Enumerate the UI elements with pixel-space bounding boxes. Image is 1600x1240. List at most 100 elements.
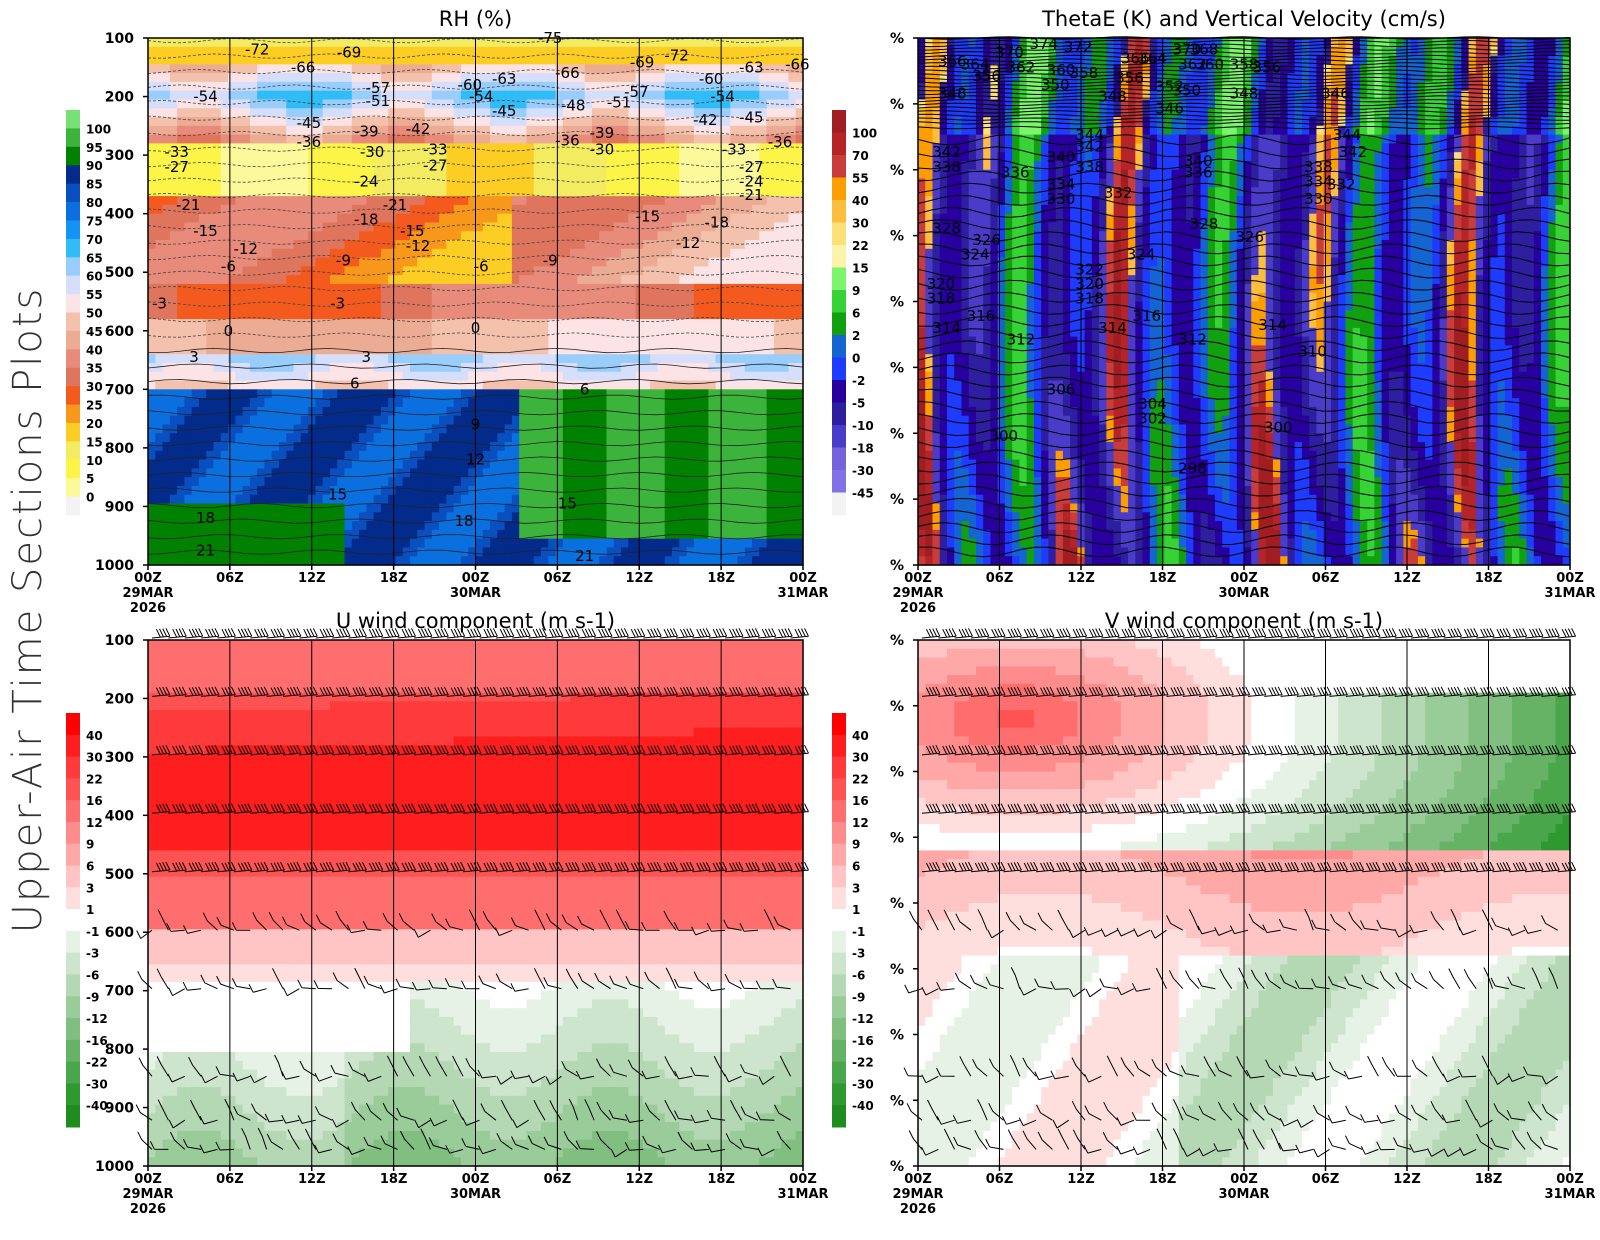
contour-cell bbox=[374, 284, 382, 293]
contour-cell bbox=[563, 310, 571, 319]
contour-cell bbox=[505, 442, 513, 451]
contour-cell bbox=[243, 354, 251, 363]
contour-cell bbox=[694, 99, 702, 108]
contour-cell bbox=[759, 222, 767, 231]
contour-cell bbox=[534, 170, 542, 179]
contour-cell bbox=[541, 152, 549, 161]
contour-cell bbox=[599, 275, 607, 284]
contour-cell bbox=[425, 442, 433, 451]
contour-cell bbox=[417, 258, 425, 267]
contour-cell bbox=[439, 495, 447, 504]
contour-cell bbox=[235, 56, 243, 65]
contour-cell bbox=[425, 337, 433, 346]
contour-cell bbox=[301, 337, 309, 346]
contour-cell bbox=[381, 512, 389, 521]
contour-cell bbox=[330, 214, 338, 223]
contour-cell bbox=[607, 222, 615, 231]
contour-cell bbox=[432, 73, 440, 82]
contour-cell bbox=[526, 416, 534, 425]
contour-cell bbox=[366, 433, 374, 442]
contour-cell bbox=[250, 416, 258, 425]
contour-cell bbox=[723, 302, 731, 311]
contour-cell bbox=[257, 143, 265, 152]
contour-cell bbox=[483, 152, 491, 161]
contour-cell bbox=[716, 477, 724, 486]
contour-cell bbox=[432, 354, 440, 363]
contour-cell bbox=[490, 258, 498, 267]
contour-cell bbox=[505, 319, 513, 328]
contour-cell bbox=[315, 451, 323, 460]
panel-rh: -72-66-69-54-45-36-57-51-39 -42-60 -63-54-… bbox=[66, 7, 829, 616]
contour-cell bbox=[395, 64, 403, 73]
contour-cell bbox=[395, 407, 403, 416]
contour-cell bbox=[345, 319, 353, 328]
contour-cell bbox=[286, 275, 294, 284]
contour-cell bbox=[628, 363, 636, 372]
contour-cell bbox=[672, 284, 680, 293]
contour-cell bbox=[657, 372, 665, 381]
contour-cell bbox=[410, 82, 418, 91]
contour-cell bbox=[526, 152, 534, 161]
contour-cell bbox=[628, 442, 636, 451]
contour-cell bbox=[738, 354, 746, 363]
contour-cell bbox=[563, 319, 571, 328]
contour-cell bbox=[643, 433, 651, 442]
contour-cell bbox=[425, 258, 433, 267]
contour-cell bbox=[614, 302, 622, 311]
contour-cell bbox=[716, 407, 724, 416]
contour-cell bbox=[476, 477, 484, 486]
contour-cell bbox=[155, 486, 163, 495]
contour-cell bbox=[264, 240, 272, 249]
contour-cell bbox=[490, 416, 498, 425]
contour-cell bbox=[235, 416, 243, 425]
contour-cell bbox=[148, 451, 156, 460]
contour-cell bbox=[199, 460, 207, 469]
contour-cell bbox=[235, 170, 243, 179]
contour-cell bbox=[483, 495, 491, 504]
contour-cell bbox=[577, 354, 585, 363]
contour-cell bbox=[694, 451, 702, 460]
contour-cell bbox=[672, 82, 680, 91]
contour-cell bbox=[403, 442, 411, 451]
contour-cell bbox=[155, 249, 163, 258]
contour-cell bbox=[592, 170, 600, 179]
contour-cell bbox=[323, 460, 331, 469]
contour-cell bbox=[177, 47, 185, 56]
contour-cell bbox=[643, 126, 651, 135]
contour-cell bbox=[672, 293, 680, 302]
contour-cell bbox=[410, 310, 418, 319]
contour-cell bbox=[519, 152, 527, 161]
contour-cell bbox=[687, 460, 695, 469]
contour-cell bbox=[468, 284, 476, 293]
contour-cell bbox=[752, 82, 760, 91]
contour-cell bbox=[577, 275, 585, 284]
contour-cell bbox=[345, 521, 353, 530]
contour-cell bbox=[614, 240, 622, 249]
contour-cell bbox=[439, 82, 447, 91]
contour-cell bbox=[519, 231, 527, 240]
contour-cell bbox=[490, 135, 498, 144]
contour-cell bbox=[446, 161, 454, 170]
contour-cell bbox=[657, 275, 665, 284]
contour-cell bbox=[526, 293, 534, 302]
contour-cell bbox=[243, 117, 251, 126]
contour-cell bbox=[228, 302, 236, 311]
contour-cell bbox=[599, 170, 607, 179]
contour-cell bbox=[417, 460, 425, 469]
contour-cell bbox=[352, 240, 360, 249]
contour-cell bbox=[767, 56, 775, 65]
contour-cell bbox=[599, 328, 607, 337]
contour-cell bbox=[235, 398, 243, 407]
contour-cell bbox=[199, 73, 207, 82]
contour-cell bbox=[235, 284, 243, 293]
contour-cell bbox=[563, 170, 571, 179]
contour-cell bbox=[701, 91, 709, 100]
contour-cell bbox=[388, 126, 396, 135]
contour-cell bbox=[301, 477, 309, 486]
contour-cell bbox=[243, 345, 251, 354]
contour-cell bbox=[643, 398, 651, 407]
contour-cell bbox=[759, 240, 767, 249]
contour-cell bbox=[759, 310, 767, 319]
contour-cell bbox=[345, 161, 353, 170]
contour-cell bbox=[345, 117, 353, 126]
